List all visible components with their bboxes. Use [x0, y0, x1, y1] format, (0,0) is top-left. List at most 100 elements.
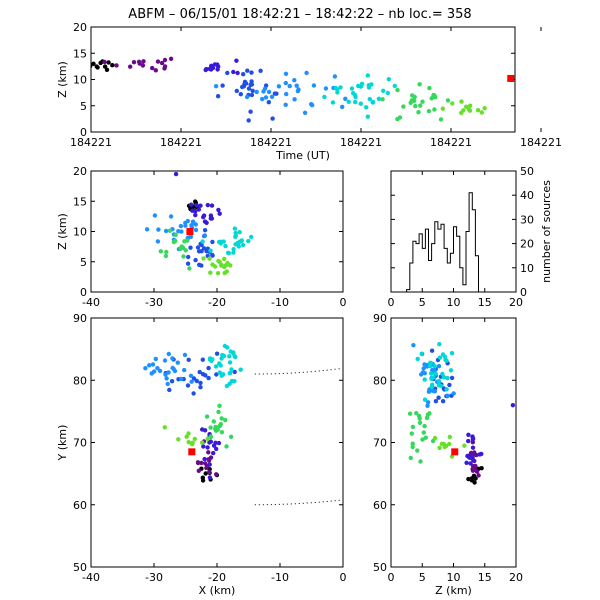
data-point	[189, 202, 194, 207]
data-point	[186, 440, 191, 445]
data-point	[187, 266, 192, 271]
data-point	[200, 239, 205, 244]
panel-time_z: 184221 184221 184221 184221 184221 1842210510…	[56, 21, 562, 162]
x-tick-label: -30	[145, 571, 163, 584]
data-point	[424, 415, 430, 421]
data-point	[248, 109, 253, 114]
data-point	[199, 460, 204, 466]
data-point	[332, 74, 338, 79]
y-tick-label: 10	[520, 262, 534, 275]
data-point	[227, 354, 232, 359]
data-point	[199, 242, 204, 248]
data-point	[217, 403, 222, 408]
data-point	[238, 92, 243, 97]
data-point	[340, 104, 345, 110]
data-point	[219, 416, 224, 421]
data-point	[292, 97, 297, 102]
data-point	[223, 417, 228, 423]
y-tick-label: 0	[80, 286, 87, 299]
data-point	[143, 366, 148, 371]
data-point	[91, 64, 93, 69]
data-point	[147, 363, 152, 368]
data-point	[200, 357, 205, 362]
data-point	[467, 108, 473, 113]
data-point	[95, 65, 100, 70]
data-point	[385, 90, 390, 96]
x-tick-label: 184221	[430, 136, 472, 149]
data-point	[205, 436, 210, 441]
data-point	[210, 262, 215, 267]
data-point	[415, 448, 420, 453]
panel-x_z: -40 -30 -20 -10 0 0 5 10 15 20 Z (km)	[56, 165, 347, 309]
data-point	[220, 83, 225, 88]
data-point	[170, 356, 175, 361]
x-tick-label: 5	[419, 571, 426, 584]
data-point	[470, 437, 475, 442]
data-point	[219, 263, 224, 268]
data-point	[244, 94, 250, 100]
data-point	[102, 64, 108, 69]
y-tick-label: 5	[80, 256, 87, 269]
data-point	[216, 409, 221, 415]
data-point	[304, 70, 309, 76]
data-point	[183, 223, 188, 228]
data-point	[462, 443, 467, 448]
data-point	[196, 468, 201, 473]
data-point	[466, 438, 471, 444]
data-point	[427, 85, 432, 91]
y-axis-label: Y (km)	[56, 425, 69, 462]
data-point	[246, 86, 252, 91]
data-point	[249, 234, 254, 240]
data-point	[213, 440, 218, 445]
data-point	[352, 92, 358, 98]
data-point	[164, 376, 169, 381]
data-point	[392, 83, 397, 89]
data-point	[235, 70, 240, 76]
data-point	[263, 95, 269, 100]
data-point	[468, 103, 473, 108]
data-point	[261, 89, 266, 94]
data-point	[208, 67, 214, 72]
data-point	[193, 199, 198, 204]
data-point	[207, 256, 212, 261]
data-point	[439, 441, 444, 447]
data-point	[448, 368, 454, 373]
data-point	[153, 356, 158, 362]
data-point	[445, 393, 450, 398]
data-point	[459, 99, 464, 104]
data-point	[137, 61, 142, 66]
x-tick-label: 15	[478, 296, 492, 309]
data-point	[436, 395, 441, 400]
data-point	[440, 106, 445, 111]
x-axis-label: X (km)	[199, 584, 236, 597]
x-tick-label: 20	[509, 296, 523, 309]
data-point	[222, 256, 227, 262]
data-point	[208, 455, 214, 460]
x-tick-label: -40	[82, 571, 100, 584]
y-tick-label: 90	[73, 312, 87, 325]
x-tick-label: 5	[419, 296, 426, 309]
data-point	[200, 478, 206, 483]
data-point	[311, 83, 317, 88]
data-point	[407, 411, 413, 416]
data-point	[468, 461, 473, 466]
data-point	[419, 351, 424, 356]
data-point	[479, 110, 484, 115]
x-tick-label: -30	[145, 296, 163, 309]
data-point	[365, 114, 370, 119]
data-point	[195, 245, 201, 250]
data-point	[162, 425, 167, 430]
data-point	[466, 476, 471, 482]
data-point	[430, 388, 435, 393]
data-point	[217, 259, 222, 265]
data-point	[422, 371, 427, 376]
data-point	[429, 96, 434, 101]
data-point	[338, 85, 343, 90]
data-point	[469, 478, 474, 483]
data-point	[283, 71, 289, 77]
data-point	[410, 93, 415, 98]
data-point	[231, 247, 236, 252]
data-point	[449, 454, 455, 459]
data-point	[208, 270, 213, 275]
highlight-marker	[507, 74, 515, 82]
